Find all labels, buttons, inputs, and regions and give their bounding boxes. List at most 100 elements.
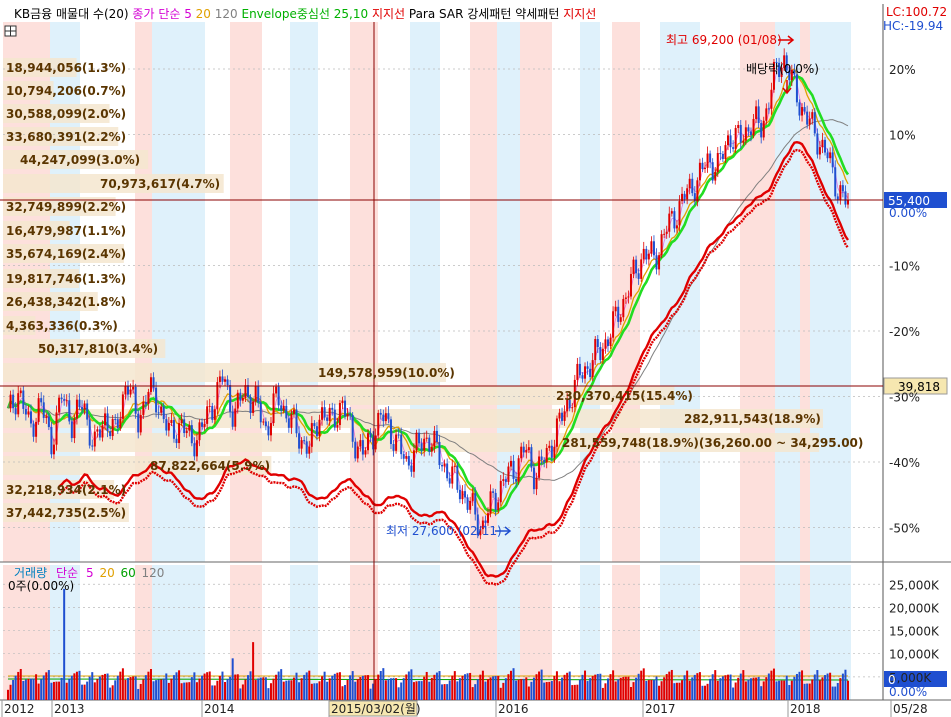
candle-body (165, 419, 168, 431)
candle-body (798, 102, 801, 116)
volume-bar (88, 676, 91, 700)
x-axis-label: 2012 (4, 702, 35, 716)
candle-body (512, 460, 515, 479)
volume-bar (190, 677, 193, 700)
volume-bar (73, 673, 76, 700)
volume-bar (811, 679, 814, 700)
volume-bar (548, 681, 551, 700)
candle-body (262, 421, 265, 423)
volume-profile-label: 19,817,746(1.3%) (6, 272, 126, 286)
candle-body (308, 446, 311, 454)
volume-bar (280, 669, 283, 700)
volume-bar (778, 680, 781, 700)
ma120-line (7, 119, 849, 481)
volume-bar (642, 668, 645, 700)
volume-bar (211, 685, 214, 700)
candle-body (499, 480, 502, 503)
volume-bar (540, 669, 543, 700)
candle-body (688, 178, 691, 189)
x-axis-label: 2016 (498, 702, 529, 716)
candle-body (568, 400, 571, 409)
volume-bar (555, 671, 558, 700)
candle-body (622, 298, 625, 318)
volume-bar (765, 677, 768, 700)
volume-bar (584, 670, 587, 700)
volume-bar (75, 671, 78, 700)
candle-body (658, 255, 661, 270)
candle-body (808, 118, 811, 125)
candle-body (561, 412, 564, 421)
candle-body (464, 491, 467, 498)
candle-body (558, 412, 561, 419)
volume-bar (775, 681, 778, 700)
candle-body (487, 513, 489, 523)
band-volume (580, 565, 600, 700)
volume-bar (37, 683, 40, 700)
header-legend-item: 120 (211, 7, 238, 21)
candle-body (119, 418, 122, 428)
header-legend-item: Envelope중심선 25,10 (238, 7, 368, 21)
volume-bar (206, 672, 209, 700)
volume-bar (303, 674, 306, 700)
volume-bar (35, 674, 38, 700)
candle-body (175, 438, 178, 444)
candle-body (27, 411, 30, 415)
volume-bar (382, 668, 385, 700)
volume-bar (693, 674, 696, 700)
candle-body (507, 466, 510, 482)
volume-bar (400, 682, 403, 700)
volume-axis-label: 5,000K (889, 671, 932, 685)
candle-body (515, 478, 518, 482)
candle-body (742, 140, 745, 143)
candle-body (755, 106, 758, 119)
candle-body (201, 422, 204, 427)
volume-bar (68, 678, 71, 700)
volume-bar (392, 678, 395, 700)
volume-profile-label: 26,438,342(1.8%) (6, 295, 126, 309)
volume-bar (494, 675, 497, 700)
candle-body (121, 394, 124, 419)
candle-body (277, 386, 280, 406)
volume-profile-label: 32,749,899(2.2%) (6, 200, 126, 214)
volume-bar (484, 681, 487, 700)
price-axis-label: -40% (889, 456, 920, 470)
candle-body (349, 413, 352, 416)
candle-body (775, 61, 778, 63)
candle-body (566, 400, 569, 412)
candle-body (412, 450, 415, 472)
candle-body (37, 398, 40, 422)
candle-body (803, 107, 806, 112)
volume-bar (412, 682, 415, 700)
candle-body (346, 413, 349, 417)
volume-bar (354, 681, 357, 700)
candle-body (471, 493, 474, 501)
candle-body (589, 368, 592, 378)
candle-body (765, 108, 768, 121)
volume-bar (471, 687, 474, 700)
volume-bar (527, 686, 530, 700)
volume-bar (195, 682, 198, 700)
candle-body (372, 437, 375, 450)
candle-body (540, 456, 543, 461)
volume-bar (803, 683, 806, 700)
volume-bar (489, 677, 492, 700)
candle-body (535, 477, 538, 490)
candle-body (509, 460, 512, 467)
volume-bar (239, 688, 242, 700)
volume-bar (492, 676, 495, 700)
band-volume (135, 565, 152, 700)
candle-body (474, 493, 477, 515)
candle-body (476, 514, 479, 536)
volume-bar (841, 673, 844, 700)
candle-body (88, 419, 91, 446)
candle-body (104, 413, 107, 426)
candle-body (407, 456, 410, 466)
volume-bar (349, 675, 352, 700)
candle-body (734, 128, 737, 149)
candle-body (58, 397, 61, 413)
candle-body (607, 339, 609, 346)
volume-bar (323, 671, 326, 700)
candle-body (379, 412, 382, 415)
volume-bar (762, 681, 765, 700)
volume-bar (356, 678, 359, 700)
